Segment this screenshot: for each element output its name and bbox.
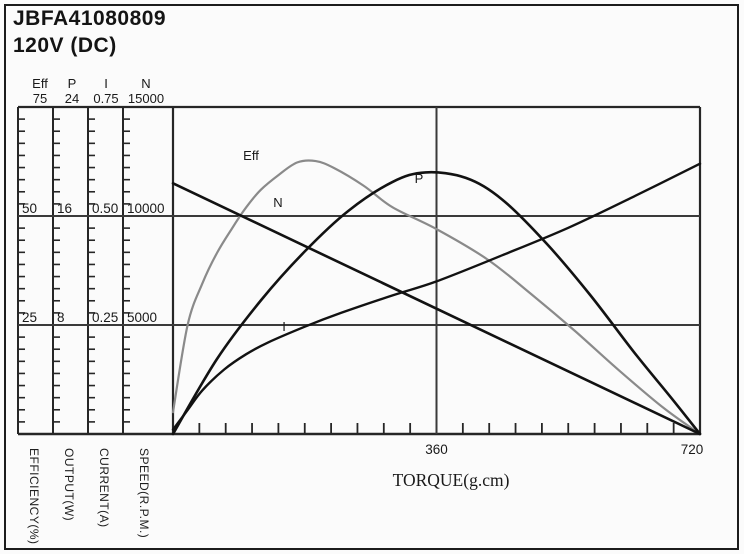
y-grid-label-mid: 50 <box>22 201 37 216</box>
voltage-subtitle: 120V (DC) <box>13 34 117 57</box>
curve-eff <box>171 159 702 436</box>
y-axis-max-value: 75 <box>33 91 47 106</box>
curve-i <box>171 162 702 431</box>
y-axis-title-efficiency: EFFICIENCY(%) <box>27 448 41 545</box>
curve-label-p: P <box>415 171 424 186</box>
y-axis-header-i: I <box>104 76 108 91</box>
y-grid-label-mid: 10000 <box>127 201 165 216</box>
x-tick-label-720: 720 <box>681 442 704 457</box>
y-axis-max-value: 24 <box>65 91 79 106</box>
curve-label-i: I <box>282 319 286 334</box>
curve-n <box>171 182 702 436</box>
motor-model-title: JBFA41080809 <box>13 7 167 30</box>
x-tick-label-360: 360 <box>425 442 448 457</box>
curve-label-n: N <box>273 195 282 210</box>
y-axis-title-output: OUTPUT(W) <box>62 448 76 522</box>
page-border <box>4 4 739 550</box>
y-axis-title-current: CURRENT(A) <box>97 448 111 528</box>
curve-label-eff: Eff <box>243 148 259 163</box>
y-grid-label-low: 0.25 <box>92 310 118 325</box>
y-grid-label-mid: 0.50 <box>92 201 118 216</box>
y-axis-max-value: 15000 <box>128 91 164 106</box>
y-axis-max-value: 0.75 <box>93 91 118 106</box>
curve-p <box>171 170 702 436</box>
y-grid-label-mid: 16 <box>57 201 72 216</box>
y-grid-label-low: 8 <box>57 310 65 325</box>
y-axis-header-n: N <box>141 76 150 91</box>
y-axis-header-p: P <box>68 76 77 91</box>
y-grid-label-low: 5000 <box>127 310 157 325</box>
y-grid-label-low: 25 <box>22 310 37 325</box>
y-axis-title-speed: SPEED(R.P.M.) <box>137 448 151 539</box>
y-axis-header-eff: Eff <box>32 76 48 91</box>
x-axis-title-torque: TORQUE(g.cm) <box>392 470 510 490</box>
